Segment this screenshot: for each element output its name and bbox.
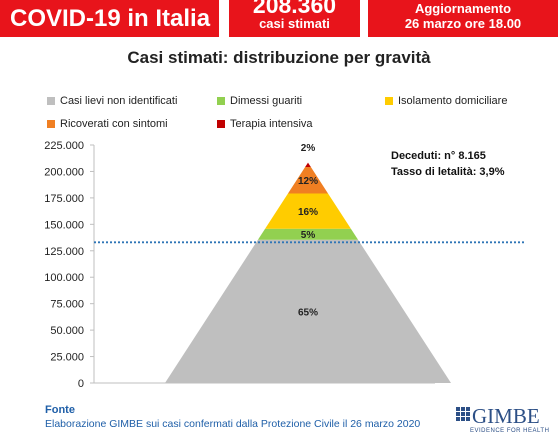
segment-label-isolamento: 16% [298, 207, 318, 218]
legend-label-ricoverati: Ricoverati con sintomi [60, 118, 168, 130]
header-cases-box: 208.360 casi stimati [229, 0, 360, 37]
y-tick-label: 75.000 [50, 299, 84, 311]
legend-swatch-terapia [217, 120, 225, 128]
y-tick-label: 200.000 [44, 166, 84, 178]
legend-label-terapia: Terapia intensiva [230, 118, 313, 130]
gimbe-logo-word: GIMBE [472, 404, 540, 428]
header-title: COVID-19 in Italia [10, 4, 211, 32]
y-tick-label: 0 [78, 378, 84, 390]
segment-label-dimessi: 5% [301, 230, 316, 241]
legend-label-dimessi: Dimessi guariti [230, 95, 303, 107]
legend-item-terapia: Terapia intensiva [217, 118, 313, 130]
source-text: Elaborazione GIMBE sui casi confermati d… [45, 418, 421, 430]
update-line-1: Aggiornamento [414, 1, 512, 16]
header-title-box: COVID-19 in Italia [0, 0, 219, 37]
source-heading: Fonte [45, 404, 75, 416]
update-line-2: 26 marzo ore 18.00 [404, 16, 522, 31]
pyramid-segment-terapia [305, 162, 311, 168]
lethality-note: Tasso di letalità: 3,9% [391, 166, 505, 178]
legend-item-lievi: Casi lievi non identificati [47, 95, 177, 107]
legend-swatch-dimessi [217, 97, 225, 105]
y-tick-label: 225.000 [44, 140, 84, 152]
pyramid-segment-dimessi [257, 228, 359, 240]
y-tick-label: 100.000 [44, 272, 84, 284]
legend-label-isolamento: Isolamento domiciliare [398, 95, 508, 107]
header-update-box: Aggiornamento 26 marzo ore 18.00 [368, 0, 558, 37]
y-tick-label: 50.000 [50, 325, 84, 337]
gimbe-logo: GIMBE EVIDENCE FOR HEALTH [456, 404, 556, 440]
y-tick-label: 125.000 [44, 246, 84, 258]
pyramid-segment-lievi [165, 239, 451, 383]
gimbe-logo-tagline: EVIDENCE FOR HEALTH [470, 428, 550, 434]
notes-box: Deceduti: n° 8.165 Tasso di letalità: 3,… [391, 148, 505, 180]
legend-item-ricoverati: Ricoverati con sintomi [47, 118, 168, 130]
chart-title: Casi stimati: distribuzione per gravità [127, 48, 431, 67]
deaths-note: Deceduti: n° 8.165 [391, 150, 486, 162]
y-tick-label: 25.000 [50, 352, 84, 364]
y-tick-label: 150.000 [44, 219, 84, 231]
legend-label-lievi: Casi lievi non identificati [60, 95, 178, 107]
legend-swatch-isolamento [385, 97, 393, 105]
legend-item-isolamento: Isolamento domiciliare [385, 95, 507, 107]
pyramid-segment-isolamento [265, 193, 351, 229]
pyramid-segment-ricoverati [287, 167, 329, 194]
segment-label-lievi: 65% [298, 307, 318, 318]
gimbe-logo-mark-icon [456, 407, 470, 421]
segment-label-ricoverati: 12% [298, 176, 318, 187]
legend-swatch-lievi [47, 97, 55, 105]
cases-label: casi stimati [259, 16, 330, 31]
legend-swatch-ricoverati [47, 120, 55, 128]
y-tick-label: 175.000 [44, 193, 84, 205]
segment-label-terapia: 2% [301, 143, 316, 154]
cases-number: 208.360 [252, 0, 337, 18]
legend-item-dimessi: Dimessi guariti [217, 95, 302, 107]
